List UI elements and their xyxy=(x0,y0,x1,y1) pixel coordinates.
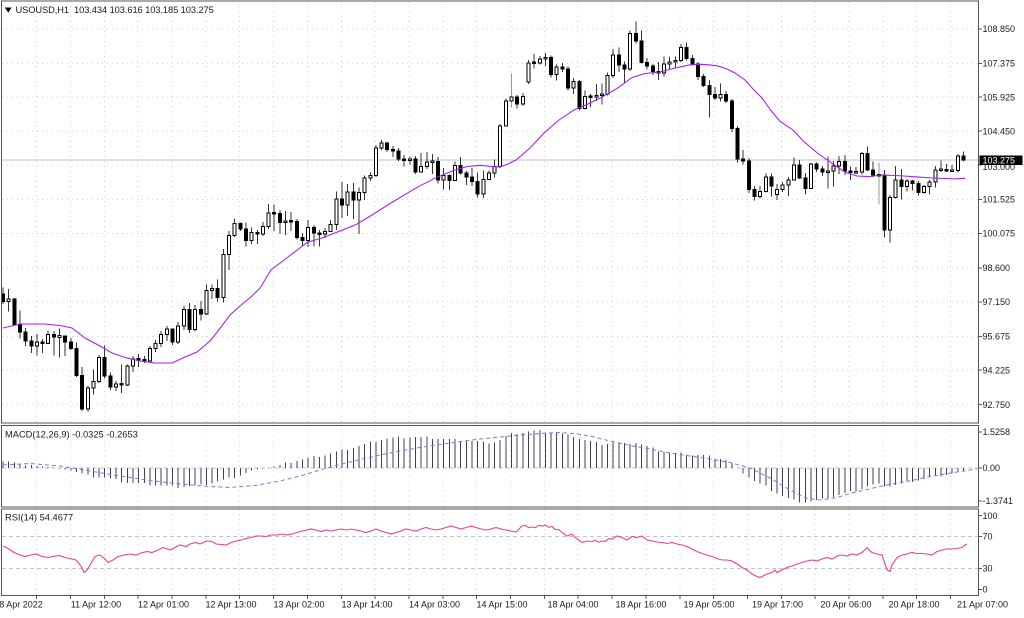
svg-text:20 Apr 06:00: 20 Apr 06:00 xyxy=(820,600,871,610)
svg-text:107.375: 107.375 xyxy=(983,59,1016,69)
svg-text:RSI(14) 54.4677: RSI(14) 54.4677 xyxy=(5,512,73,522)
svg-text:18 Apr 04:00: 18 Apr 04:00 xyxy=(547,600,598,610)
svg-text:101.525: 101.525 xyxy=(983,195,1016,205)
svg-text:100: 100 xyxy=(983,511,998,521)
svg-text:103.000: 103.000 xyxy=(983,162,1016,172)
svg-text:104.450: 104.450 xyxy=(983,126,1016,136)
svg-text:100.075: 100.075 xyxy=(983,229,1016,239)
svg-text:12 Apr 13:00: 12 Apr 13:00 xyxy=(205,600,256,610)
svg-text:13 Apr 14:00: 13 Apr 14:00 xyxy=(341,600,392,610)
svg-text:19 Apr 17:00: 19 Apr 17:00 xyxy=(752,600,803,610)
svg-text:70: 70 xyxy=(983,532,993,542)
svg-text:98.600: 98.600 xyxy=(983,263,1011,273)
svg-text:14 Apr 15:00: 14 Apr 15:00 xyxy=(476,600,527,610)
svg-text:97.150: 97.150 xyxy=(983,297,1011,307)
svg-text:21 Apr 07:00: 21 Apr 07:00 xyxy=(957,600,1008,610)
svg-text:20 Apr 18:00: 20 Apr 18:00 xyxy=(888,600,939,610)
svg-text:108.850: 108.850 xyxy=(983,24,1016,34)
svg-text:8 Apr 2022: 8 Apr 2022 xyxy=(0,600,43,610)
svg-text:13 Apr 02:00: 13 Apr 02:00 xyxy=(273,600,324,610)
svg-text:0: 0 xyxy=(983,585,988,595)
svg-text:105.925: 105.925 xyxy=(983,92,1016,102)
svg-text:18 Apr 16:00: 18 Apr 16:00 xyxy=(615,600,666,610)
svg-text:1.5258: 1.5258 xyxy=(983,427,1011,437)
svg-text:94.225: 94.225 xyxy=(983,365,1011,375)
svg-text:0.00: 0.00 xyxy=(983,463,1001,473)
svg-text:95.675: 95.675 xyxy=(983,332,1011,342)
svg-text:14 Apr 03:00: 14 Apr 03:00 xyxy=(409,600,460,610)
svg-text:-1.3741: -1.3741 xyxy=(983,496,1014,506)
svg-text:USOUSD,H1 103.434 103.616 103: USOUSD,H1 103.434 103.616 103.185 103.27… xyxy=(16,5,214,15)
svg-text:103.275: 103.275 xyxy=(983,155,1016,165)
svg-text:92.750: 92.750 xyxy=(983,400,1011,410)
svg-text:30: 30 xyxy=(983,564,993,574)
svg-text:12 Apr 01:00: 12 Apr 01:00 xyxy=(138,600,189,610)
svg-text:MACD(12,26,9) -0.0325 -0.2653: MACD(12,26,9) -0.0325 -0.2653 xyxy=(5,430,138,440)
svg-text:19 Apr 05:00: 19 Apr 05:00 xyxy=(683,600,734,610)
svg-text:11 Apr 12:00: 11 Apr 12:00 xyxy=(71,600,121,610)
